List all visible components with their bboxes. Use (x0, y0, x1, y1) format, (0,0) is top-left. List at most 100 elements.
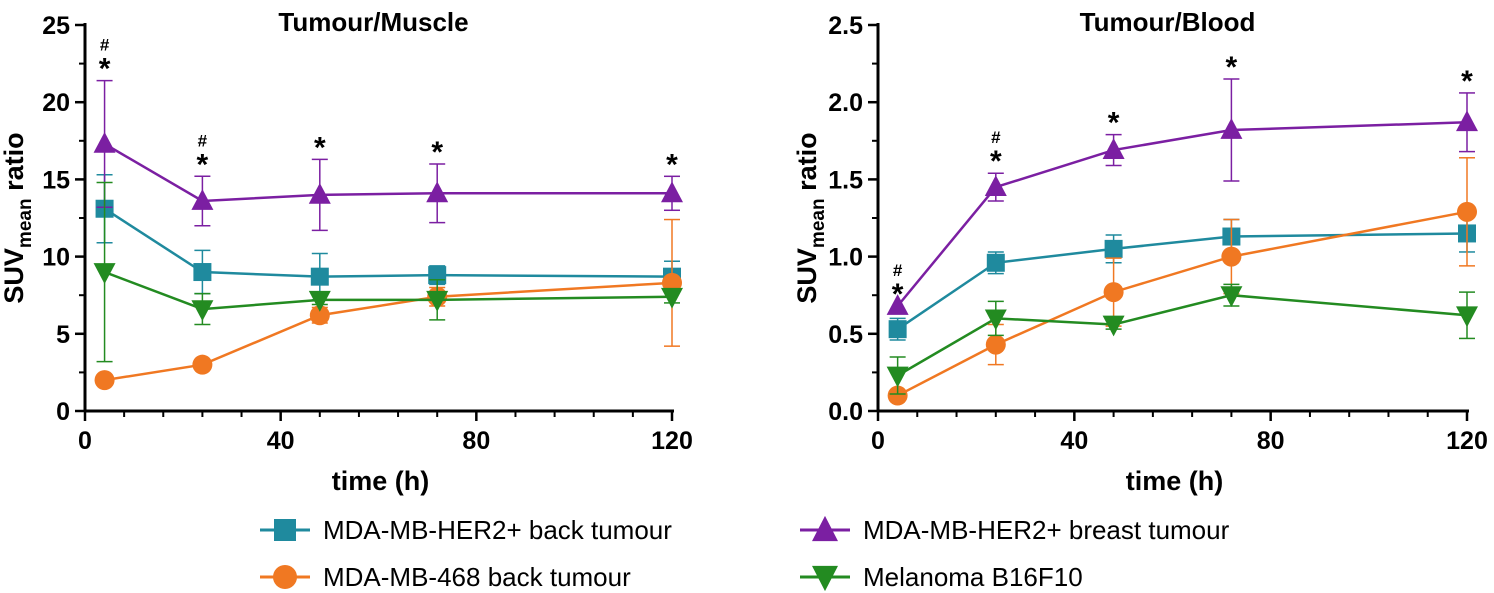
data-point (888, 320, 907, 339)
y-tick-label: 10 (42, 244, 70, 272)
data-point (985, 334, 1006, 355)
data-point (1221, 246, 1242, 267)
chart-tumour-blood: Tumour/Blood 0.0 0.5 1.0 1.5 2.0 2.5 0 40 80 120 ti… (792, 7, 1488, 496)
data-point (1102, 315, 1125, 337)
x-tick-label: 120 (1446, 427, 1488, 455)
y-tick-label: 1.5 (828, 166, 863, 194)
y-axis-label: SUVmean ratio (0, 132, 36, 303)
legend-label: MDA-MB-HER2+ back tumour (323, 515, 672, 545)
data-point (1104, 239, 1123, 258)
series-mda-mb-468-back-tumour (887, 157, 1477, 406)
significance-star: * (314, 131, 326, 164)
significance-star: * (892, 278, 904, 311)
x-axis-label: time (h) (1126, 466, 1224, 496)
x-axis-label: time (h) (332, 466, 430, 496)
x-tick-label: 40 (1060, 427, 1088, 455)
data-point (986, 253, 1005, 272)
series-line (896, 232, 1468, 331)
data-point (426, 181, 449, 203)
x-tick-label: 40 (267, 427, 295, 455)
data-point (1102, 138, 1125, 159)
significance-star: * (99, 53, 111, 86)
series-mda-mb-468-back-tumour (94, 218, 682, 391)
y-tick-label: 15 (42, 166, 70, 194)
legend-label: MDA-MB-HER2+ breast tumour (863, 515, 1230, 545)
data-point (1220, 286, 1243, 308)
x-tick-label: 80 (1257, 427, 1285, 455)
x-tick-label: 120 (651, 427, 693, 455)
data-point (1456, 110, 1478, 132)
legend-marker (274, 519, 296, 541)
data-point (984, 175, 1007, 197)
legend-item-mda-mb-her2-back-tumour: MDA-MB-HER2+ back tumour (260, 515, 672, 545)
data-point (1456, 306, 1478, 328)
series-mda-mb-her2-breast-tumour (93, 79, 683, 232)
significance-star: * (990, 145, 1002, 178)
series-mda-mb-her2-back-tumour (888, 214, 1476, 341)
data-point (1103, 282, 1124, 303)
legend-item-mda-mb-468-back-tumour: MDA-MB-468 back tumour (260, 562, 631, 592)
legend: MDA-MB-HER2+ back tumour MDA-MB-HER2+ bre… (260, 515, 1230, 592)
significance-star: * (666, 148, 678, 181)
data-point (310, 267, 329, 286)
series-mda-mb-her2-breast-tumour (886, 78, 1478, 315)
series-melanoma-b16f10 (886, 283, 1478, 395)
y-axis-label: SUVmean ratio (792, 132, 829, 303)
data-point (886, 366, 909, 388)
data-point (886, 294, 909, 315)
significance-hash: # (100, 36, 110, 55)
y-tick-label: 25 (42, 12, 70, 40)
y-tick-label: 5 (56, 321, 70, 349)
chart-title: Tumour/Muscle (278, 7, 468, 37)
x-tick-label: 0 (871, 427, 885, 455)
y-tick-label: 20 (42, 89, 70, 117)
significance-star: * (1108, 107, 1120, 140)
y-tick-label: 2.5 (828, 12, 863, 40)
data-point (426, 290, 449, 312)
data-point (984, 309, 1007, 331)
legend-item-mda-mb-her2-breast-tumour: MDA-MB-HER2+ breast tumour (800, 515, 1230, 545)
series-line (103, 142, 672, 203)
data-point (93, 131, 116, 153)
data-point (661, 287, 683, 309)
data-point (191, 300, 214, 321)
x-tick-label: 0 (78, 427, 92, 455)
data-point (191, 189, 214, 210)
legend-marker (812, 565, 838, 592)
significance-star: * (1461, 65, 1473, 98)
series-line (897, 293, 1468, 377)
series-melanoma-b16f10 (93, 181, 683, 363)
significance-hash: # (198, 131, 208, 150)
data-point (192, 354, 213, 375)
legend-marker (273, 565, 297, 589)
legend-label: Melanoma B16F10 (863, 562, 1083, 592)
series-line (896, 121, 1468, 307)
significance-star: * (197, 148, 209, 181)
x-tick-label: 80 (462, 427, 490, 455)
significance-hash: # (991, 128, 1001, 147)
y-tick-label: 2.0 (828, 89, 863, 117)
data-point (94, 370, 115, 391)
legend-item-melanoma-b16f10: Melanoma B16F10 (800, 562, 1083, 592)
y-tick-label: 0 (56, 398, 70, 426)
data-point (308, 290, 331, 312)
significance-star: * (1226, 51, 1238, 84)
legend-label: MDA-MB-468 back tumour (323, 562, 631, 592)
chart-tumour-muscle: Tumour/Muscle 0 5 10 15 20 25 0 40 80 120 time (h) S… (0, 7, 693, 496)
data-point (193, 263, 212, 282)
y-tick-label: 0.5 (828, 321, 863, 349)
data-point (1220, 118, 1243, 139)
chart-title: Tumour/Blood (1080, 7, 1256, 37)
series-line (103, 207, 673, 278)
data-point (308, 182, 331, 204)
legend-marker (812, 515, 838, 542)
data-point (661, 181, 683, 203)
data-point (887, 385, 908, 406)
series-line (897, 210, 1468, 397)
data-point (1457, 201, 1477, 222)
significance-star: * (431, 136, 443, 169)
significance-hash: # (893, 261, 903, 280)
y-tick-label: 1.0 (828, 244, 863, 272)
data-point (309, 305, 330, 326)
